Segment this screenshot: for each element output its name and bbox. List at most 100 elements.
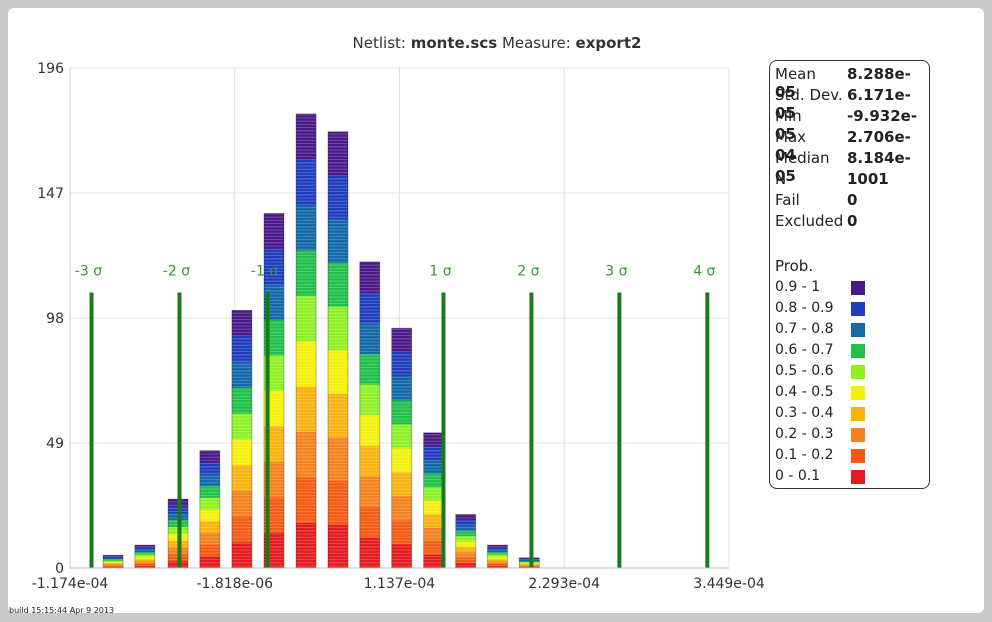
bar-band (359, 292, 380, 324)
bar-band (359, 353, 380, 385)
legend-swatch (851, 323, 865, 337)
bar-band (134, 563, 155, 567)
bar-band (327, 219, 348, 263)
legend-label: 0.5 - 0.6 (775, 363, 834, 379)
stat-value: 0 (847, 191, 858, 209)
sigma-line (705, 292, 710, 568)
histogram-bar (423, 432, 445, 569)
chart-title: Netlist: monte.scs Measure: export2 (353, 34, 642, 52)
bar-band (327, 524, 348, 569)
bar-band (327, 175, 348, 220)
bar-band (359, 445, 380, 477)
stat-row: Mean 8.288e-05 (775, 65, 929, 101)
legend-item: 0.5 - 0.6 (775, 363, 925, 381)
bar-band (423, 513, 444, 528)
legend-swatch (851, 407, 865, 421)
sigma-label: -3 σ (75, 263, 102, 279)
histogram-bar (295, 113, 317, 569)
bar-band (134, 565, 155, 569)
bar-band (519, 563, 540, 566)
bar-band (231, 542, 252, 569)
y-tick-label: 196 (37, 61, 64, 77)
x-tick-label: -1.174e-04 (32, 576, 109, 592)
y-tick-label: 147 (37, 186, 64, 202)
bar-band (134, 561, 155, 564)
bar-band (519, 564, 540, 567)
bar-band (134, 558, 155, 562)
legend-item: 0.7 - 0.8 (775, 321, 925, 339)
bar-band (296, 477, 317, 523)
legend-label: 0.1 - 0.2 (775, 447, 834, 463)
bar-band (199, 474, 220, 487)
bar-band (455, 541, 476, 547)
y-tick-label: 98 (46, 311, 64, 327)
legend-label: 0.3 - 0.4 (775, 405, 834, 421)
bar-band (199, 521, 220, 534)
bar-band (199, 556, 220, 569)
y-tick-label: 0 (55, 561, 64, 577)
bar-band (296, 113, 317, 160)
bar-band (231, 310, 252, 337)
bar-band (423, 459, 444, 474)
sigma-label: -2 σ (163, 263, 190, 279)
bar-band (199, 462, 220, 475)
bar-band (391, 496, 412, 521)
stat-label: Mean (775, 65, 816, 83)
bar-band (391, 448, 412, 473)
stat-row: Excluded 0 (775, 212, 857, 230)
bar-band (327, 480, 348, 525)
bar-band (199, 450, 220, 463)
histogram-bar (327, 131, 349, 569)
bar-band (487, 561, 508, 564)
histogram-bars (102, 113, 540, 569)
bar-band (263, 213, 284, 250)
histogram-bar (487, 544, 508, 569)
bar-band (103, 564, 124, 566)
bar-band (423, 540, 444, 555)
legend-item: 0.2 - 0.3 (775, 426, 925, 444)
stat-label: Excluded (775, 212, 844, 230)
stat-value: -9.932e-05 (775, 107, 918, 143)
stat-row: Median 8.184e-05 (775, 149, 929, 185)
bar-band (423, 554, 444, 569)
bar-band (391, 376, 412, 401)
bar-band (231, 387, 252, 414)
stat-row: Std. Dev. 6.171e-05 (775, 86, 929, 122)
stat-label: Median (775, 149, 830, 167)
bar-band (199, 544, 220, 557)
bar-band (199, 497, 220, 510)
bar-band (519, 565, 540, 568)
bar-band (455, 535, 476, 542)
bar-band (455, 546, 476, 553)
bar-band (455, 557, 476, 563)
bar-band (391, 520, 412, 545)
bar-band (359, 384, 380, 416)
legend-label: 0.2 - 0.3 (775, 426, 834, 442)
bar-band (199, 485, 220, 498)
legend-label: 0 - 0.1 (775, 468, 821, 484)
legend-swatch (851, 365, 865, 379)
bar-band (103, 556, 124, 559)
sigma-lines: -3 σ -2 σ -1 σ 1 σ 2 σ 3 σ 4 σ (75, 263, 716, 568)
legend-label: 0.7 - 0.8 (775, 321, 834, 337)
legend-title: Prob. (775, 257, 814, 275)
bar-band (134, 556, 155, 560)
bar-band (359, 323, 380, 355)
bar-band (296, 159, 317, 206)
bar-band (487, 547, 508, 550)
histogram-bar (391, 327, 413, 569)
bar-band (327, 306, 348, 351)
bar-band (103, 561, 124, 564)
sigma-line (441, 292, 446, 568)
legend-label: 0.4 - 0.5 (775, 384, 834, 400)
legend-label: 0.8 - 0.9 (775, 300, 834, 316)
bar-band (359, 414, 380, 446)
histogram-bar (134, 544, 156, 569)
bar-band (231, 336, 252, 363)
bar-band (327, 393, 348, 438)
sigma-line (177, 292, 182, 568)
bar-band (296, 522, 317, 569)
bar-band (487, 556, 508, 560)
stat-value: 2.706e-04 (775, 128, 911, 164)
bar-band (296, 250, 317, 296)
